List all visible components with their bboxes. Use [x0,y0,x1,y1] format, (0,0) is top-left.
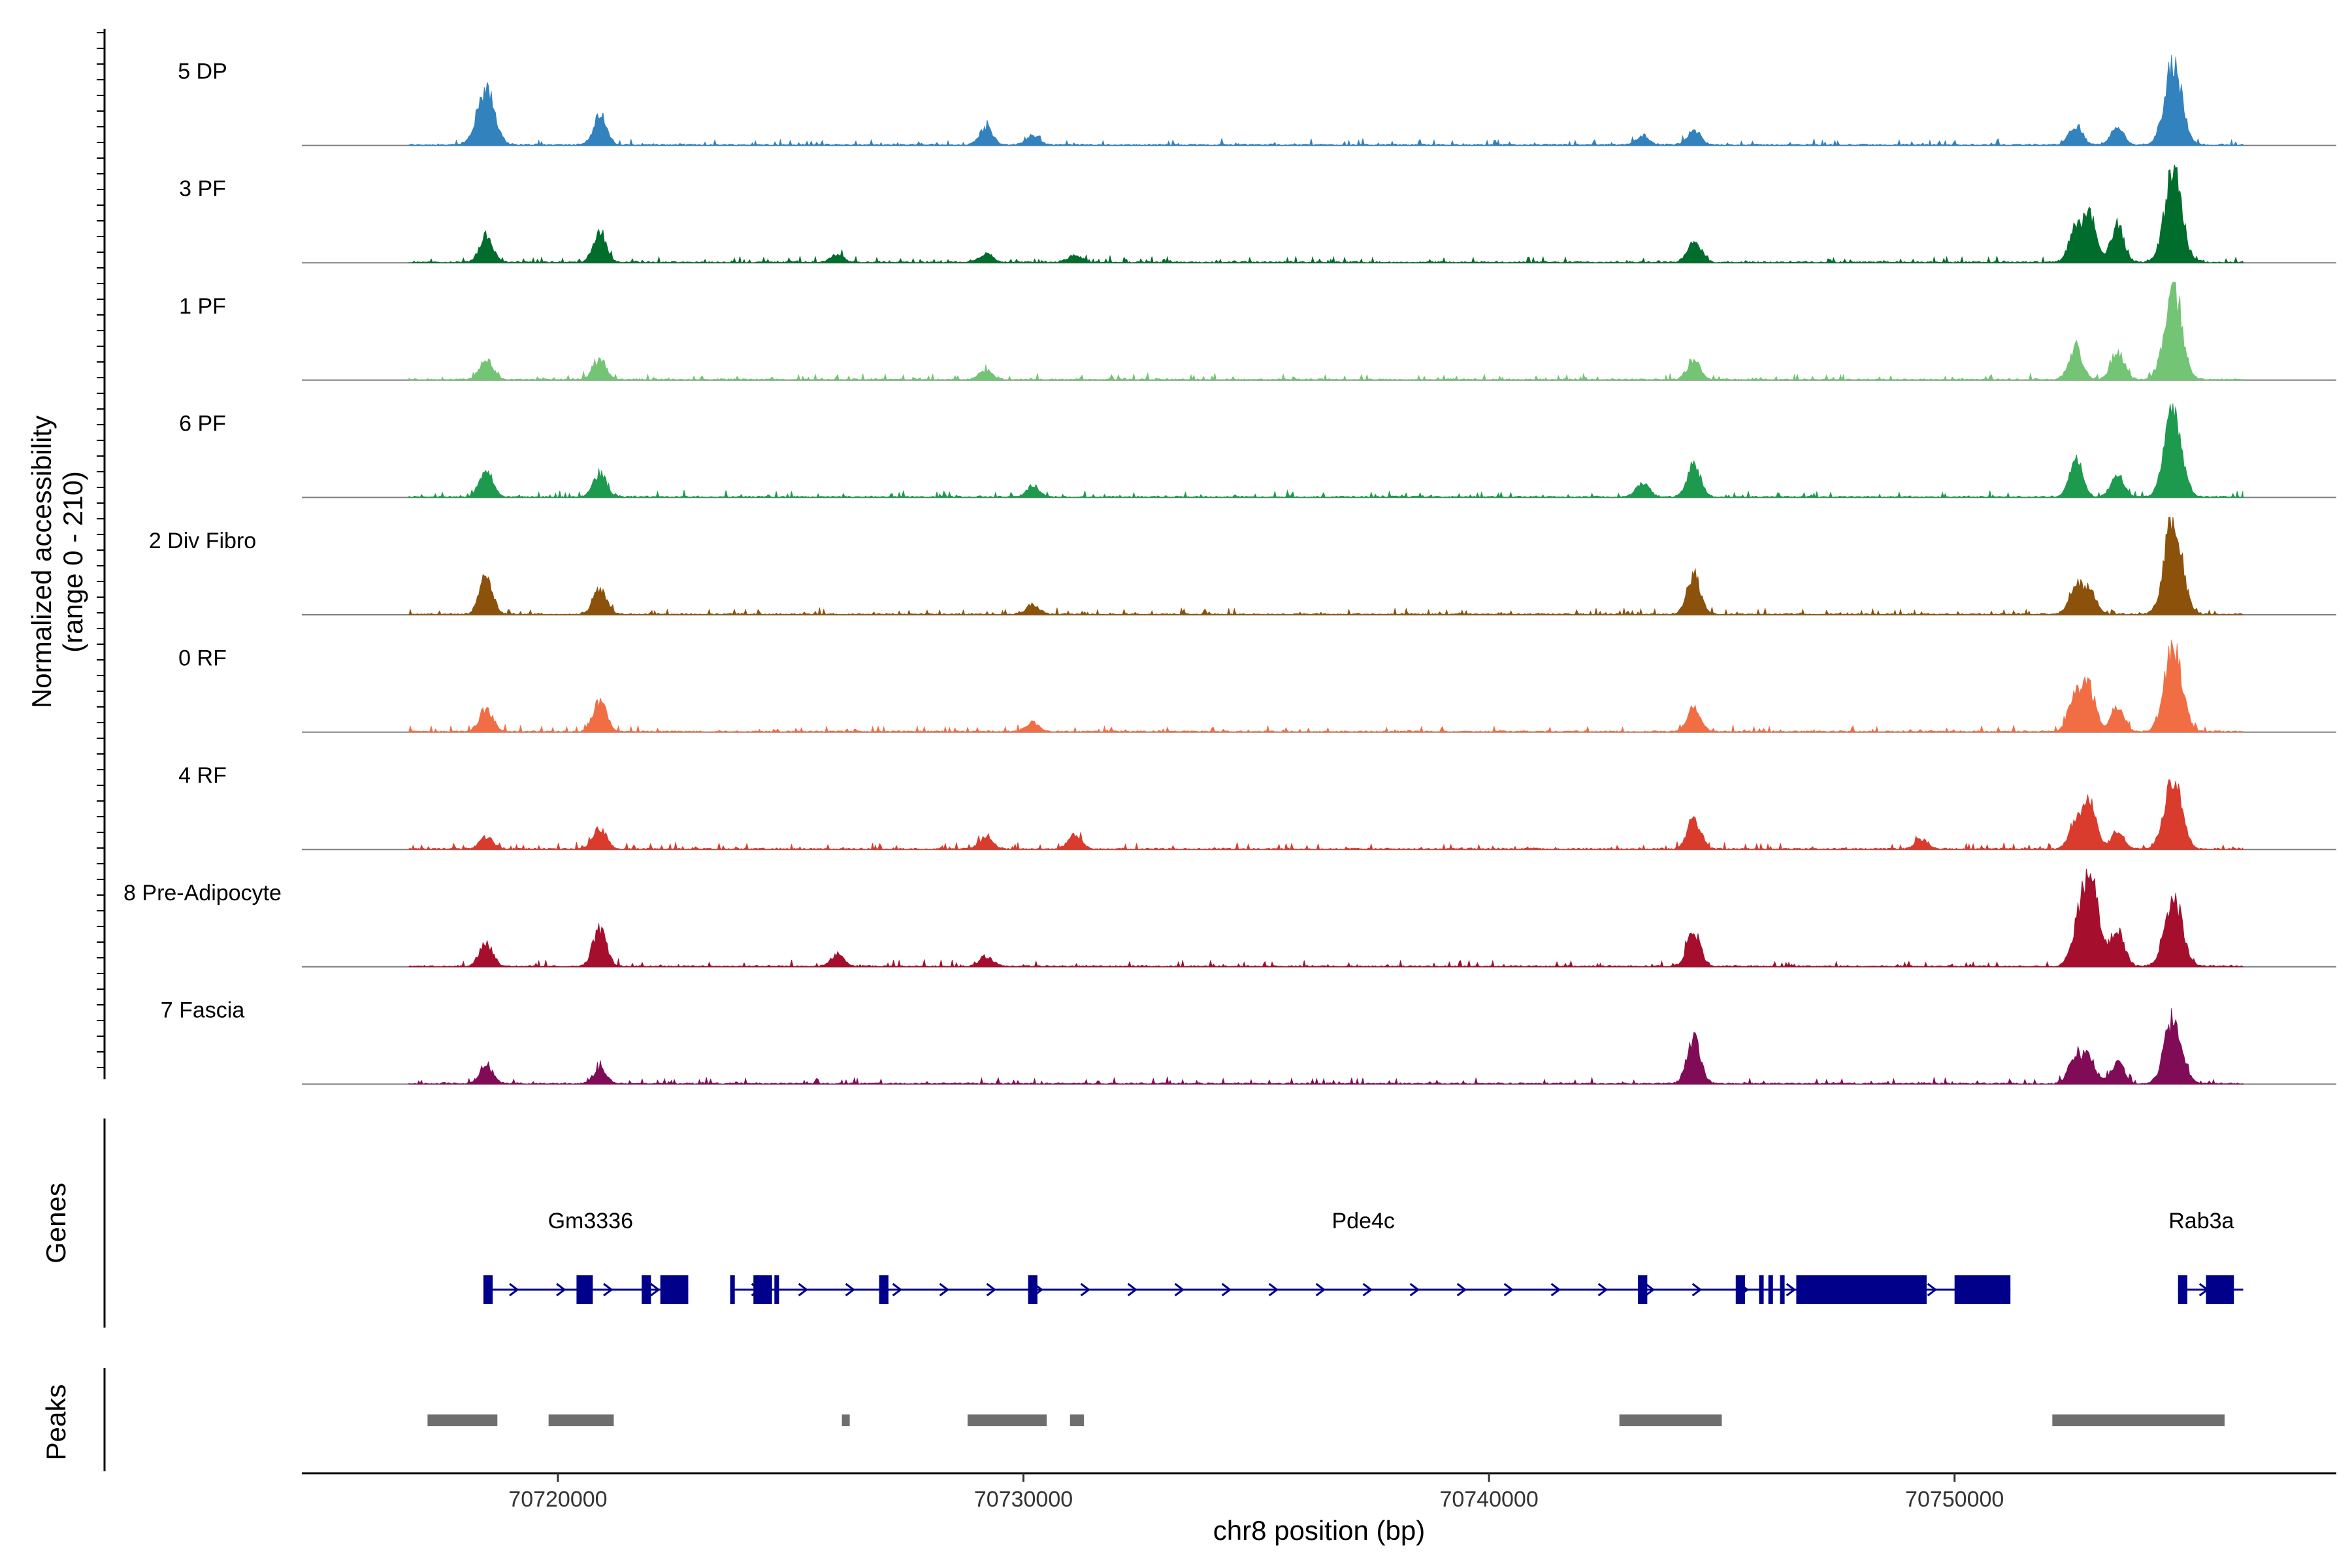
track-3-pf: 3 PF [179,165,2336,264]
strand-arrow [1174,1282,1185,1297]
peak-track [427,1414,2225,1426]
y-axis-title: Normalized accessibility [26,416,57,708]
genes-track-title: Genes [41,1183,71,1264]
gene-pde4c: Pde4c [730,1209,2011,1304]
strand-arrow [1644,1282,1656,1297]
x-tick-label: 70720000 [508,1487,607,1512]
gene-exon [1768,1275,1773,1304]
gene-exon [1759,1275,1764,1304]
peak-region [1619,1414,1722,1426]
peak-region [1070,1414,1085,1426]
track-label: 2 Div Fibro [149,529,256,553]
x-axis-title: chr8 position (bp) [1213,1515,1426,1546]
strand-arrow [1597,1282,1609,1297]
strand-arrow [1315,1282,1326,1297]
strand-arrow [1786,1282,1797,1297]
track-label: 4 RF [178,763,227,788]
strand-arrow [1268,1282,1279,1297]
strand-arrow [1221,1282,1232,1297]
gene-label: Rab3a [2168,1209,2234,1233]
gene-label: Pde4c [1331,1209,1394,1233]
gene-exon [576,1275,593,1304]
peak-region [548,1414,614,1426]
track-label: 1 PF [179,294,226,319]
gene-exon [1796,1275,1927,1304]
strand-arrow [509,1282,519,1297]
strand-arrow [556,1282,566,1297]
gene-exon [1638,1275,1648,1304]
track-label: 5 DP [178,59,227,84]
track-label: 7 Fascia [161,998,245,1022]
gene-exon [1780,1275,1785,1304]
coverage-signal [408,516,2244,616]
coverage-signal [408,165,2244,263]
coverage-axis-ticks [97,32,105,1068]
strand-arrow [1409,1282,1420,1297]
peak-region [841,1414,850,1426]
coverage-tracks: 5 DP 3 PF 1 PF 6 PF 2 Div Fibro 0 RF 4 RF 8 Pre… [123,54,2336,1085]
track-7-fascia: 7 Fascia [161,998,2336,1085]
gene-exon [483,1275,493,1304]
track-6-pf: 6 PF [179,403,2336,498]
track-8-pre-adipocyte: 8 Pre-Adipocyte [123,868,2336,968]
strand-arrow [1691,1282,1703,1297]
strand-arrow [1127,1282,1138,1297]
gene-exon [1954,1275,2011,1304]
peak-region [427,1414,498,1426]
gene-exon [774,1275,779,1304]
strand-arrow [1550,1282,1561,1297]
coverage-signal [408,779,2244,850]
gene-exon [1028,1275,1037,1304]
track-2-div-fibro: 2 Div Fibro [149,516,2336,616]
coverage-signal [408,640,2244,733]
strand-arrow [1080,1282,1091,1297]
track-label: 8 Pre-Adipocyte [123,881,282,906]
gene-gm3336: Gm3336 [483,1209,689,1304]
strand-arrow [798,1282,809,1297]
gene-exon [2178,1275,2187,1304]
gene-exon [660,1275,689,1304]
strand-arrow [603,1282,613,1297]
track-1-pf: 1 PF [179,282,2336,382]
gene-exon [642,1275,651,1304]
peaks-track-title: Peaks [41,1384,71,1461]
x-axis-ticks: 70720000 70730000 70740000 70750000 [508,1473,2004,1512]
strand-arrow [845,1282,856,1297]
gene-exon [1735,1275,1746,1304]
strand-arrow [986,1282,997,1297]
track-4-rf: 4 RF [178,763,2336,851]
peak-region [967,1414,1047,1426]
strand-arrow [650,1282,661,1297]
coverage-signal [408,54,2244,146]
track-label: 0 RF [178,646,227,671]
coverage-signal [408,403,2244,498]
x-tick-label: 70740000 [1439,1487,1538,1512]
gene-label: Gm3336 [548,1209,633,1233]
track-label: 3 PF [179,176,226,201]
strand-arrow [892,1282,903,1297]
gene-exon [2206,1275,2234,1304]
strand-arrow [1927,1282,1938,1297]
gene-rab3a: Rab3a [2168,1209,2244,1304]
strand-arrow [1503,1282,1514,1297]
y-axis-range: (range 0 - 210) [57,471,88,653]
coverage-signal [408,1008,2244,1085]
x-tick-label: 70730000 [974,1487,1073,1512]
coverage-signal [408,282,2244,382]
gene-exon [730,1275,735,1304]
track-0-rf: 0 RF [178,640,2336,733]
gene-exon [879,1275,889,1304]
track-5-dp: 5 DP [178,54,2336,146]
strand-arrow [1362,1282,1373,1297]
strand-arrow [1456,1282,1467,1297]
x-tick-label: 70750000 [1905,1487,2004,1512]
track-label: 6 PF [179,411,226,436]
strand-arrow [939,1282,950,1297]
peak-region [2052,1414,2225,1426]
coverage-signal [408,868,2244,968]
gene-track: Gm3336 Pde4c Rab3a [483,1209,2244,1304]
gene-exon [753,1275,772,1304]
